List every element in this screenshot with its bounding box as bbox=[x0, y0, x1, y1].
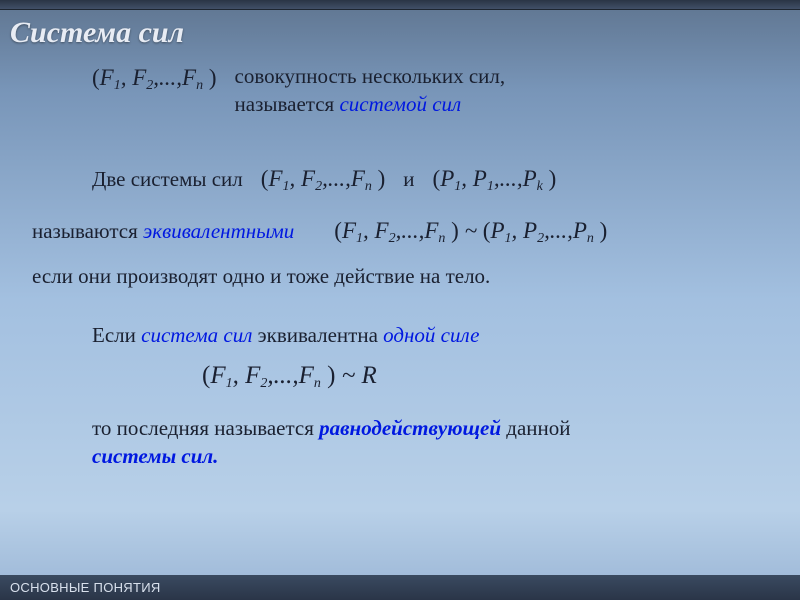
single-a: Если bbox=[92, 323, 141, 347]
row-equivalence: называются эквивалентными (F1, F2,...,Fn… bbox=[32, 215, 768, 249]
footer-label: ОСНОВНЫЕ ПОНЯТИЯ bbox=[0, 575, 800, 600]
kw-system-of-forces-2: система сил bbox=[141, 323, 252, 347]
two-systems-prefix: Две системы сил bbox=[92, 165, 243, 193]
formula-p-seq: (P1, P1,...,Pk ) bbox=[433, 163, 557, 197]
row-two-systems: Две системы сил (F1, F2,...,Fn ) и (P1, … bbox=[92, 163, 768, 197]
formula-equivalence: (F1, F2,...,Fn ) ~ (P1, P2,...,Pn ) bbox=[334, 215, 607, 249]
kw-one-force: одной силе bbox=[383, 323, 479, 347]
def-line-a: совокупность нескольких сил, bbox=[235, 64, 506, 88]
top-bar bbox=[0, 0, 800, 10]
single-b: эквивалентна bbox=[252, 323, 383, 347]
resultant-a: то последняя называется bbox=[92, 416, 319, 440]
row-resultant-def: то последняя называется равнодействующей… bbox=[92, 414, 768, 471]
equiv-prefix: называются bbox=[32, 219, 143, 243]
kw-system-of-forces: системой сил bbox=[339, 92, 461, 116]
formula-f-seq-2: (F1, F2,...,Fn ) bbox=[261, 163, 386, 197]
kw-system-of-forces-3: системы сил. bbox=[92, 444, 218, 468]
kw-equivalent: эквивалентными bbox=[143, 219, 294, 243]
row-single-force: Если система сил эквивалентна одной силе bbox=[92, 321, 768, 349]
content-area: (F1, F2,...,Fn ) совокупность нескольких… bbox=[0, 62, 800, 471]
formula-f-seq: (F1, F2,...,Fn ) bbox=[92, 62, 217, 96]
body-effect-text: если они производят одно и тоже действие… bbox=[32, 262, 768, 290]
resultant-b: данной bbox=[501, 416, 570, 440]
page-title: Система сил bbox=[0, 10, 800, 62]
kw-resultant: равнодействующей bbox=[319, 416, 501, 440]
row-definition: (F1, F2,...,Fn ) совокупность нескольких… bbox=[32, 62, 768, 119]
definition-text: совокупность нескольких сил, называется … bbox=[235, 62, 506, 119]
def-line-b: называется bbox=[235, 92, 340, 116]
formula-resultant: (F1, F2,...,Fn ) ~ R bbox=[202, 359, 768, 394]
conj-and: и bbox=[403, 165, 414, 193]
